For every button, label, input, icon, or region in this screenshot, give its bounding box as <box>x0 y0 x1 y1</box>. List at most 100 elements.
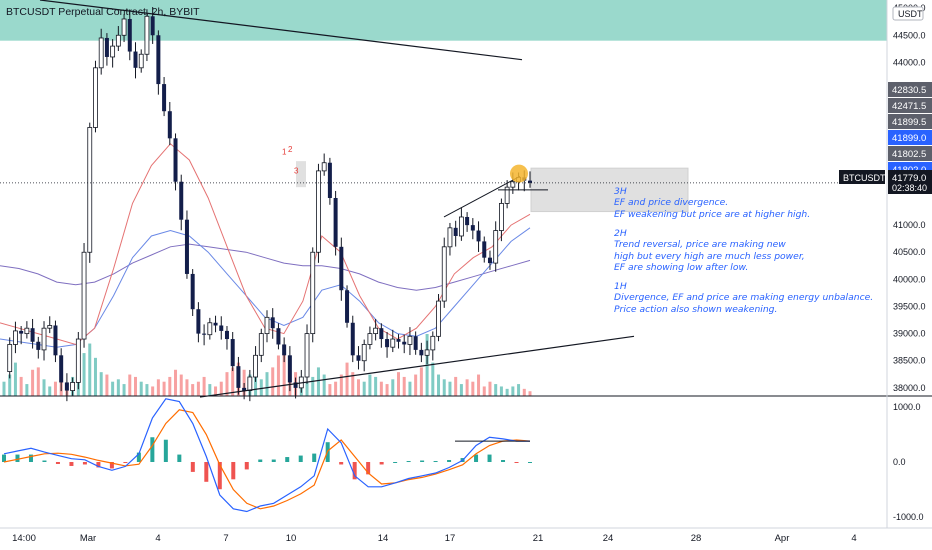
candle-down <box>453 227 458 236</box>
volume-bar <box>208 384 212 396</box>
time-tick-label: Mar <box>80 533 96 544</box>
volume-bar <box>442 379 446 396</box>
time-tick-label: 14:00 <box>12 533 36 544</box>
candle-down <box>230 339 235 367</box>
time-tick-label: 4 <box>851 533 856 544</box>
volume-bar <box>196 381 200 396</box>
candle-up <box>258 333 264 356</box>
candle-up <box>87 127 93 253</box>
volume-bar <box>53 381 57 396</box>
candle-up <box>441 246 447 302</box>
macd-histogram-bar <box>55 462 60 464</box>
macd-histogram-bar <box>109 462 114 469</box>
volume-bar <box>8 374 12 396</box>
volume-bar <box>397 372 400 396</box>
price-tag-label: 42471.5 <box>892 101 926 112</box>
volume-bar <box>185 379 189 396</box>
candle-down <box>64 382 69 391</box>
volume-bar <box>419 367 423 396</box>
time-tick-label: 24 <box>603 533 614 544</box>
candle-down <box>190 273 195 310</box>
candle-up <box>93 67 98 128</box>
volume-bar <box>459 384 463 396</box>
macd-histogram-bar <box>298 455 303 462</box>
candle-up <box>115 34 121 47</box>
volume-bar <box>105 374 109 396</box>
candle-down <box>339 246 344 291</box>
macd-histogram-bar <box>433 461 438 463</box>
macd-histogram-bar <box>244 462 249 470</box>
countdown-label: 02:38:40 <box>892 183 927 193</box>
macd-histogram-bar <box>217 462 222 490</box>
candle-down <box>59 355 64 383</box>
candle-up <box>493 230 499 264</box>
candle-up <box>253 354 258 378</box>
time-tick-label: 10 <box>286 533 297 544</box>
volume-bar <box>465 379 469 396</box>
macd-histogram-bar <box>406 461 411 463</box>
osc-tick-label: -1000.0 <box>893 512 924 522</box>
candle-up <box>24 327 30 335</box>
candle-down <box>202 333 207 335</box>
volume-bar <box>385 384 389 396</box>
macd-histogram-bar <box>514 462 519 463</box>
macd-histogram-bar <box>420 460 425 462</box>
osc-tick-label: 1000.0 <box>893 402 921 412</box>
candle-down <box>419 349 424 356</box>
volume-bar <box>88 343 92 396</box>
candle-down <box>219 325 224 331</box>
candle-down <box>413 336 418 350</box>
volume-bar <box>322 374 326 396</box>
macd-histogram-bar <box>447 460 452 462</box>
earlier-box <box>296 161 306 188</box>
price-tick-label: 41000.0 <box>893 220 926 230</box>
candle-up <box>110 45 116 58</box>
volume-bar <box>345 362 349 396</box>
volume-bar <box>477 374 481 396</box>
volume-bar <box>448 381 452 396</box>
candle-up <box>436 300 441 337</box>
candle-up <box>144 15 150 55</box>
volume-bar <box>242 369 246 396</box>
candle-down <box>345 290 350 323</box>
candle-down <box>162 84 167 112</box>
volume-bar <box>231 367 235 396</box>
volume-bar <box>356 379 360 396</box>
wave-marker-1: 1 <box>282 148 287 157</box>
volume-bar <box>116 379 120 396</box>
volume-bar <box>282 348 286 396</box>
volume-bar <box>111 381 115 396</box>
candle-up <box>13 330 18 345</box>
volume-bar <box>254 376 258 396</box>
volume-bar <box>265 372 269 396</box>
price-tick-label: 38500.0 <box>893 356 926 366</box>
candle-up <box>247 376 253 391</box>
candle-down <box>133 51 138 68</box>
candle-up <box>407 335 413 345</box>
candle-down <box>156 35 161 85</box>
price-tag-label: 41802.5 <box>892 149 926 160</box>
volume-bar <box>408 381 412 396</box>
candle-down <box>30 328 35 342</box>
candle-up <box>390 338 396 348</box>
candle-down <box>53 325 58 356</box>
macd-histogram-bar <box>123 462 128 463</box>
volume-bar <box>151 386 155 396</box>
macd-line <box>3 398 530 513</box>
candle-down <box>350 322 355 356</box>
volume-bar <box>134 376 137 396</box>
candle-down <box>287 355 292 383</box>
candle-down <box>282 344 287 356</box>
signal-line <box>3 409 531 510</box>
macd-histogram-bar <box>82 462 87 465</box>
volume-bar <box>82 353 86 396</box>
volume-bar <box>25 384 29 396</box>
volume-bar <box>214 386 218 396</box>
macd-histogram-bar <box>271 459 276 462</box>
volume-bar <box>482 386 486 396</box>
candle-up <box>304 333 310 378</box>
volume-bar <box>259 379 263 396</box>
candle-up <box>47 325 53 329</box>
volume-bar <box>351 372 355 396</box>
